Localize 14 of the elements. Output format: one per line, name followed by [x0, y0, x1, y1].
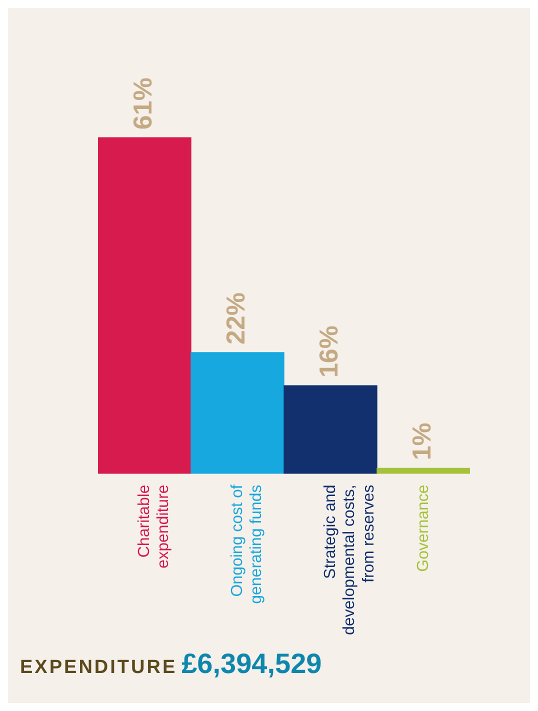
x-tick-label: Governance — [414, 484, 432, 572]
bar — [284, 385, 378, 474]
data-label: 1% — [406, 422, 437, 460]
x-tick-label: Ongoing cost of generating funds — [228, 484, 266, 604]
x-tick-label: Strategic and developmental costs, from reserves — [322, 484, 378, 636]
bar — [98, 137, 192, 474]
bar — [376, 468, 470, 474]
data-label: 22% — [220, 292, 251, 344]
x-tick-label: Charitable expenditure — [136, 484, 172, 568]
data-label: 16% — [314, 325, 344, 378]
data-label: 61% — [128, 78, 158, 130]
bar — [190, 352, 284, 474]
text: £6,394,529 — [182, 648, 322, 679]
text: EXPENDITURE — [20, 657, 178, 678]
